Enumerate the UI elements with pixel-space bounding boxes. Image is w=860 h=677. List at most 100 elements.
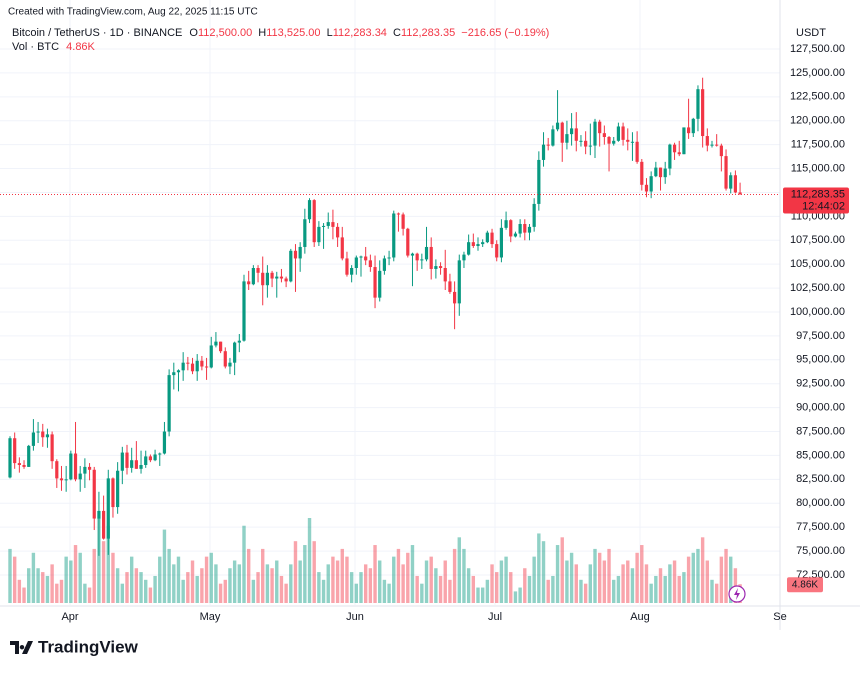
candle-body [204, 366, 209, 368]
volume-bar [537, 533, 541, 603]
volume-bar [523, 568, 527, 603]
candle-body [443, 268, 447, 282]
volume-bar [471, 575, 476, 603]
volume-bar [148, 587, 153, 603]
volume-bar [92, 548, 96, 603]
grid [0, 0, 781, 605]
candle-body [293, 250, 298, 259]
volume-bar [387, 583, 391, 603]
candle-body [303, 219, 307, 247]
volume-bar [378, 560, 382, 603]
candle-body [279, 276, 284, 279]
volume-bar [335, 560, 340, 603]
candle-body [490, 232, 494, 245]
y-tick-label: 127,500.00 [790, 43, 845, 55]
candle-body [429, 246, 433, 269]
h-label: H [258, 27, 266, 39]
y-tick-label: 107,500.00 [790, 234, 845, 246]
candle-body [504, 220, 508, 228]
candle-body [448, 281, 452, 292]
candle-body [219, 341, 223, 352]
volume-bar [97, 518, 101, 603]
candle-body [457, 260, 461, 304]
candle-body [481, 242, 485, 245]
y-tick-label: 115,000.00 [791, 162, 845, 174]
volume-bar [541, 541, 546, 603]
volume-bar [340, 548, 344, 603]
volume-bar [195, 575, 199, 603]
candle-body [186, 362, 190, 364]
volume-bar [134, 568, 139, 603]
c-label: C [393, 27, 401, 39]
candle-body [261, 272, 265, 286]
candle-body [97, 510, 101, 519]
candle-body [635, 141, 639, 162]
l-label: L [327, 27, 333, 39]
y-tick-label: 77,500.00 [796, 521, 845, 533]
candle-body [120, 452, 124, 471]
replay-icon[interactable] [728, 585, 746, 603]
volume-bar [424, 560, 429, 603]
candle-body [373, 267, 377, 298]
candle-body [663, 168, 667, 178]
candle-body [499, 227, 503, 258]
volume-bar [696, 548, 700, 603]
volume-bar [682, 572, 686, 603]
volume-bar [345, 556, 349, 603]
candle-body [368, 260, 372, 268]
volume-bar [321, 579, 326, 603]
y-tick-label: 125,000.00 [790, 67, 845, 79]
candle-body [509, 220, 513, 237]
volume-bar [246, 548, 251, 603]
candle-body [621, 126, 625, 140]
candle-body [317, 226, 321, 243]
volume-bar [158, 556, 162, 603]
volume-bar [209, 552, 213, 603]
candle-body [228, 362, 232, 367]
candle-body [116, 470, 120, 508]
candle-body [364, 256, 368, 261]
price-badge [783, 187, 849, 214]
candle-body [551, 129, 555, 146]
candle-body [31, 432, 35, 446]
volume-bar [654, 575, 658, 603]
candle-body [658, 167, 663, 178]
candle-body [350, 268, 354, 275]
volume-bar [663, 575, 667, 603]
candle-body [223, 351, 227, 367]
candle-body [111, 478, 115, 508]
volume-bar [204, 556, 209, 603]
volume-bar [518, 587, 522, 603]
volume-bar [83, 583, 87, 603]
volume-bar [115, 568, 120, 603]
candle-body [336, 226, 340, 238]
x-tick-label: Se [773, 611, 786, 623]
volume-layer [8, 518, 742, 603]
candle-body [256, 268, 260, 273]
x-tick-label: May [200, 611, 221, 623]
y-tick-label: 92,500.00 [796, 378, 845, 390]
candle-body [565, 134, 569, 143]
volume-bar [125, 572, 129, 603]
volume-bar [705, 560, 710, 603]
volume-bar [298, 560, 302, 603]
candle-body [584, 140, 588, 147]
candle-body [209, 345, 213, 368]
x-tick-label: Jun [346, 611, 364, 623]
y-tick-label: 82,500.00 [796, 473, 845, 485]
candle-body [715, 144, 719, 146]
candle-body [307, 200, 312, 220]
volume-bar [621, 564, 625, 603]
candle-body [251, 268, 255, 285]
y-tick-label: 87,500.00 [796, 425, 845, 437]
volume-bar [69, 560, 73, 603]
volume-bar [724, 548, 728, 603]
volume-bar [279, 575, 284, 603]
candle-body [144, 456, 148, 465]
candle-body [420, 259, 424, 261]
y-tick-label: 97,500.00 [796, 330, 845, 342]
candle-body [640, 161, 644, 185]
y-tick-label: 80,000.00 [796, 497, 845, 509]
candle-body [106, 478, 110, 539]
volume-bar [41, 572, 45, 603]
